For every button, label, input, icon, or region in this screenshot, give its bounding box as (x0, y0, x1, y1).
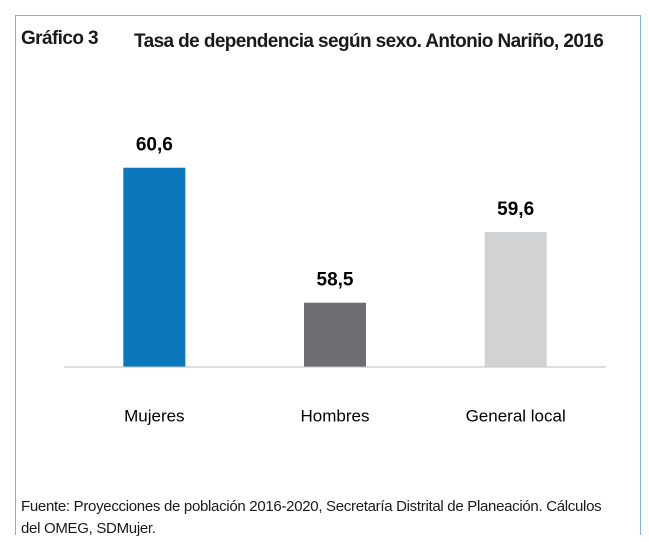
x-tick-label: Hombres (301, 406, 370, 425)
x-tick-label: Mujeres (124, 406, 184, 425)
value-label: 60,6 (136, 135, 173, 156)
source: Fuente: Proyecciones de población 2016-2… (21, 498, 602, 537)
x-tick-label: General local (466, 406, 566, 425)
bar (304, 302, 366, 367)
bar (123, 167, 186, 367)
chart-label: Gráfico 3 (21, 28, 99, 49)
chart-title: Tasa de dependencia según sexo. Antonio … (134, 31, 604, 52)
chart: Mujeres 60,6 Hombres 58,5 General local 59,6 (64, 135, 606, 425)
value-label: 58,5 (317, 270, 354, 291)
bar (484, 232, 547, 367)
value-label: 59,6 (497, 199, 534, 220)
frame (15, 15, 641, 535)
